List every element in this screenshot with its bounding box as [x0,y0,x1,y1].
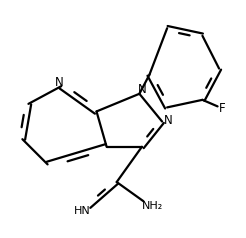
Text: F: F [219,102,226,115]
Text: N: N [55,76,63,89]
Text: NH₂: NH₂ [141,201,163,211]
Text: HN: HN [74,206,91,216]
Text: N: N [138,83,146,96]
Text: N: N [164,114,173,127]
